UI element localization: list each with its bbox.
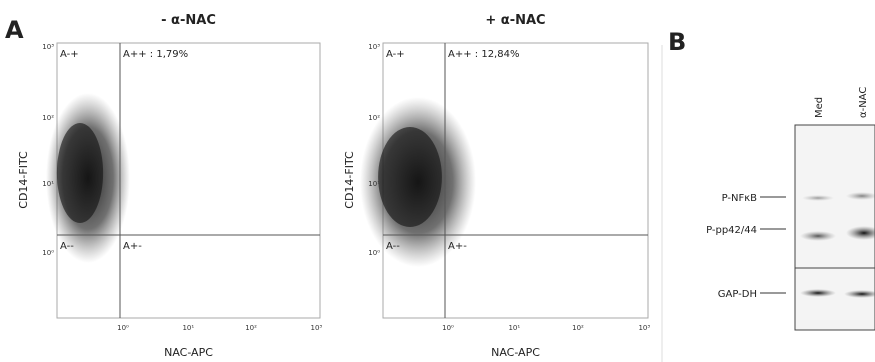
y-tick-label: 10¹ [368,180,380,188]
gate-label: A-- [60,241,74,252]
band-label: P-pp42/44 [706,225,757,236]
band-label: P-NFκB [722,193,758,204]
y-tick-label: 10⁰ [368,249,380,257]
plot-title: - α-NAC [161,13,216,28]
x-tick-label: 10⁰ [117,324,129,332]
x-tick-label: 10³ [638,324,650,332]
y-tick-label: 10³ [368,43,380,51]
x-tick-label: 10¹ [182,324,194,332]
x-axis-label: NAC-APC [164,346,213,359]
x-tick-label: 10⁰ [442,324,454,332]
gate-label: A-- [386,241,400,252]
gate-label: A-+ [60,49,79,60]
plot-title: + α-NAC [485,13,545,28]
density-cloud [378,127,442,227]
band [800,231,836,241]
gate-label: A+- [448,241,467,252]
lane-label: α-NAC [858,87,869,118]
x-axis-label: NAC-APC [491,346,540,359]
gate-label: A++ : 1,79% [123,49,188,60]
density-cloud [57,123,103,223]
x-tick-label: 10² [572,324,584,332]
panel-label: A [5,16,24,44]
band-label: GAP-DH [718,289,757,300]
gate-label: A+- [123,241,142,252]
y-tick-label: 10¹ [42,180,54,188]
x-tick-label: 10³ [310,324,322,332]
panel-label: B [668,28,686,56]
y-axis-label: CD14-FITC [17,151,30,209]
y-axis-label: CD14-FITC [343,151,356,209]
y-tick-label: 10² [368,114,380,122]
gate-label: A-+ [386,49,405,60]
band [800,289,836,297]
x-tick-label: 10² [245,324,257,332]
figure: A B (() => { const data = JSON.parse(doc… [0,0,875,362]
y-tick-label: 10³ [42,43,54,51]
y-tick-label: 10² [42,114,54,122]
western-blot [795,125,875,330]
gate-label: A++ : 12,84% [448,49,519,60]
y-tick-label: 10⁰ [42,249,54,257]
x-tick-label: 10¹ [508,324,520,332]
band [802,195,834,201]
lane-label: Med [814,97,825,118]
